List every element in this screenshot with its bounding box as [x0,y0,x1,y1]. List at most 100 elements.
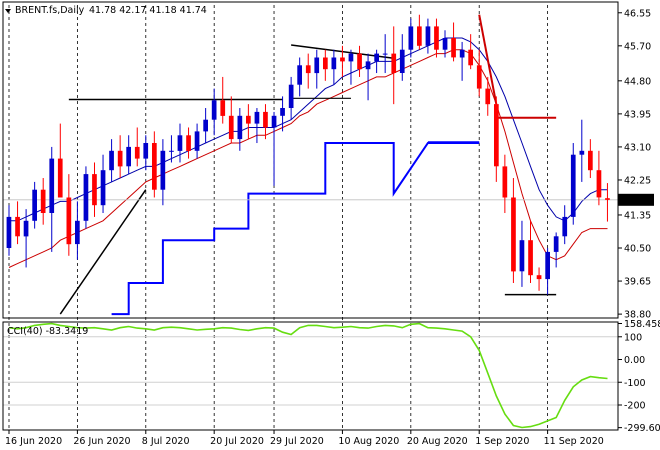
candle-body [365,61,371,70]
price-tick-label: 45.70 [624,41,651,52]
candle-body [288,84,294,108]
candle-body [348,53,354,62]
candle-body [545,251,550,280]
candle-body [126,146,131,167]
axes: 46.55 45.70 44.80 43.95 43.10 42.25 41.35 40.50… [5,8,660,447]
candle-body [323,57,328,70]
candle-body [399,49,405,73]
current-price-box [618,193,654,206]
cci-tick-label: 158.4581 [624,319,660,330]
candle-body [391,53,397,73]
date-tick-label: 8 Jul 2020 [142,436,190,447]
price-tick-label: 39.65 [624,277,651,288]
candle-body [382,53,388,55]
candle-body [57,158,63,198]
date-tick-label: 20 Aug 2020 [407,436,468,447]
price-tick-label: 41.35 [624,210,651,221]
candle-body [271,115,277,128]
price-tick-label: 43.95 [624,109,651,120]
current-price-label: 41.74 [622,195,649,206]
candle-body [476,65,482,89]
candle-body [494,104,499,167]
candle-body [66,197,72,245]
candle-body [468,49,473,66]
candle-body [83,174,89,221]
date-tick-label: 16 Jun 2020 [5,436,62,447]
candles [6,14,610,295]
candle-body [109,150,114,171]
candle-body [579,150,585,155]
candle-body [314,57,320,74]
candle-body [100,170,106,206]
candle-body [588,150,593,171]
chart-menu-icon[interactable] [5,9,11,13]
price-tick-label: 43.10 [624,142,651,153]
candle-body [49,158,55,213]
candle-body [442,38,448,50]
candle-body [211,100,217,120]
cci-panel [8,322,608,429]
chart-frame [2,1,619,431]
candle-body [297,65,302,85]
cci-header: CCI(40) -83.3419 [7,326,88,337]
uptrend-line [59,189,147,315]
candle-body [562,216,568,237]
candle-body [605,198,610,200]
candle-body [408,26,414,50]
candle-body [134,146,140,159]
date-tick-label: 26 Jun 2020 [73,436,130,447]
support-step-line [111,142,480,316]
chart-symbol: BRENT.fs,Daily [15,5,85,16]
candle-body [340,57,345,62]
candle-body [485,88,491,105]
candle-body [220,100,226,116]
price-tick-label: 40.50 [624,244,651,255]
candle-body [502,166,508,198]
candle-body [143,143,149,159]
date-tick-label: 1 Sep 2020 [475,436,529,447]
candle-body [331,57,337,70]
candle-body [15,216,20,237]
candle-body [425,26,431,46]
candle-body [511,197,516,272]
candle-body [237,115,243,140]
date-tick-label: 10 Aug 2020 [338,436,399,447]
price-panel-frame [2,1,619,319]
candle-body [75,220,80,245]
candle-body [117,150,123,167]
candle-body [528,240,533,276]
candle-body [553,236,559,252]
ema-line [8,49,608,268]
cci-panel-frame [2,321,619,431]
candle-body [374,53,379,62]
candle-body [40,189,46,213]
candle-body [263,111,268,128]
candle-body [194,131,200,151]
candle-body [177,135,183,151]
candle-body [280,108,285,116]
candle-body [459,49,465,58]
red-downtrend-line [478,14,498,105]
candle-body [246,115,251,124]
candle-body [32,189,37,221]
sma-line [9,37,608,222]
trend-overlays [3,14,618,316]
cci-line [8,322,608,429]
price-tick-label: 38.80 [624,310,651,321]
candle-body [228,115,234,140]
candle-body [536,275,542,280]
candle-body [519,240,525,272]
candle-body [169,150,174,152]
candle-body [186,135,191,151]
cci-tick-label: 100 [624,332,642,343]
price-tick-label: 42.25 [624,175,651,186]
candle-body [160,150,166,190]
candle-body [434,26,439,50]
candle-body [357,53,362,70]
cci-tick-label: 0.00 [624,355,645,366]
price-tick-label: 46.55 [624,8,651,19]
candle-body [417,26,422,46]
candle-body [6,216,12,248]
price-tick-label: 44.80 [624,76,651,87]
